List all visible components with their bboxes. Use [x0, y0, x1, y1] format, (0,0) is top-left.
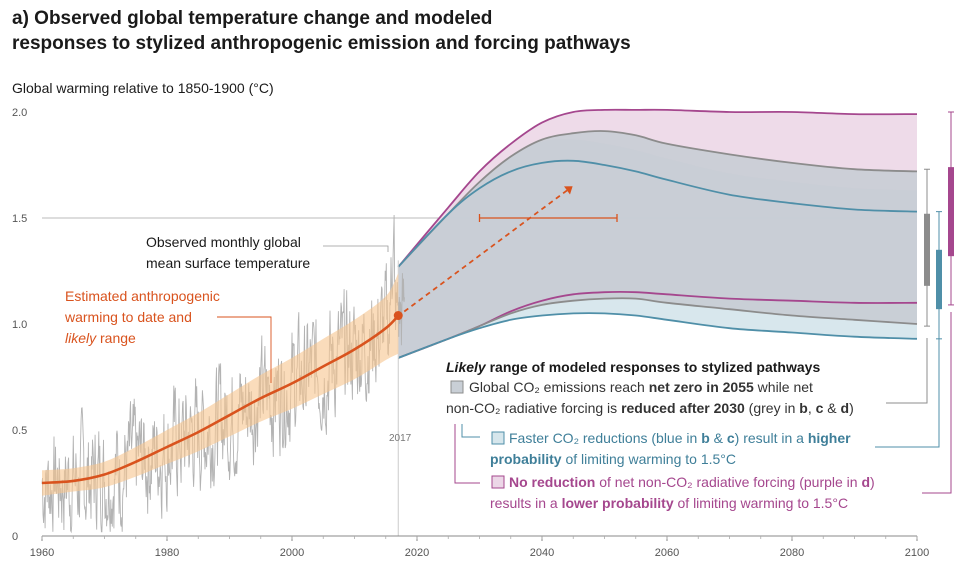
legend-blue-line2: probability of limiting warming to 1.5°C: [490, 451, 736, 467]
side-bar-box-blue: [936, 250, 942, 309]
legend-swatch-blue: [492, 432, 504, 444]
x-tick-label: 2080: [780, 547, 804, 559]
x-tick-label: 2040: [530, 547, 554, 559]
legend-swatch-grey: [451, 381, 463, 393]
legend-purple-line2: results in a lower probability of limiti…: [490, 495, 848, 511]
legend-swatch-purple: [492, 476, 504, 488]
observed-leader-line: [323, 246, 388, 252]
x-tick-label: 2020: [405, 547, 429, 559]
x-tick-label: 2100: [905, 547, 929, 559]
y-axis-label: Global warming relative to 1850-1900 (°C…: [12, 80, 274, 96]
y-tick-label: 1.0: [12, 319, 27, 331]
chart-title-line2: responses to stylized anthropogenic emis…: [12, 33, 631, 54]
estimated-leader-line: [217, 317, 271, 383]
y-tick-label: 1.5: [12, 213, 27, 225]
chart-title-line1: a) Observed global temperature change an…: [12, 8, 492, 29]
y-tick-label: 0.5: [12, 425, 27, 437]
observed-annotation-line2: mean surface temperature: [146, 255, 310, 271]
estimated-annotation-line1: Estimated anthropogenic: [65, 288, 220, 304]
observed-annotation-line1: Observed monthly global: [146, 234, 301, 250]
estimated-2017-point: [394, 311, 403, 320]
x-tick-label: 2000: [280, 547, 304, 559]
axis-layer: 1960 1980 2000 2020 2040 2060 2080 2100: [30, 536, 929, 559]
y-tick-label: 2.0: [12, 107, 27, 119]
legend-grey-line2: non-CO₂ radiative forcing is reduced aft…: [446, 400, 854, 416]
estimated-annotation-line2: warming to date and: [64, 309, 192, 325]
x-tick-label: 1960: [30, 547, 54, 559]
legend-grey-line1: Global CO₂ emissions reach net zero in 2…: [469, 379, 813, 395]
side-bar-box-grey: [924, 214, 930, 286]
side-bar-box-purple: [948, 167, 954, 256]
estimated-annotation-line3: likely range: [65, 330, 136, 346]
legend-purple-line1: No reduction of net non-CO₂ radiative fo…: [509, 474, 875, 490]
y-tick-label: 0: [12, 531, 18, 543]
year-2017-label: 2017: [389, 433, 412, 444]
x-tick-label: 2060: [655, 547, 679, 559]
x-tick-label: 1980: [155, 547, 179, 559]
warming-chart: a) Observed global temperature change an…: [0, 0, 968, 578]
side-bars-layer: [924, 112, 954, 339]
legend-blue-line1: Faster CO₂ reductions (blue in b & c) re…: [509, 430, 851, 446]
legend-heading: Likely range of modeled responses to sty…: [446, 359, 820, 375]
pathway-layer: [398, 110, 917, 358]
